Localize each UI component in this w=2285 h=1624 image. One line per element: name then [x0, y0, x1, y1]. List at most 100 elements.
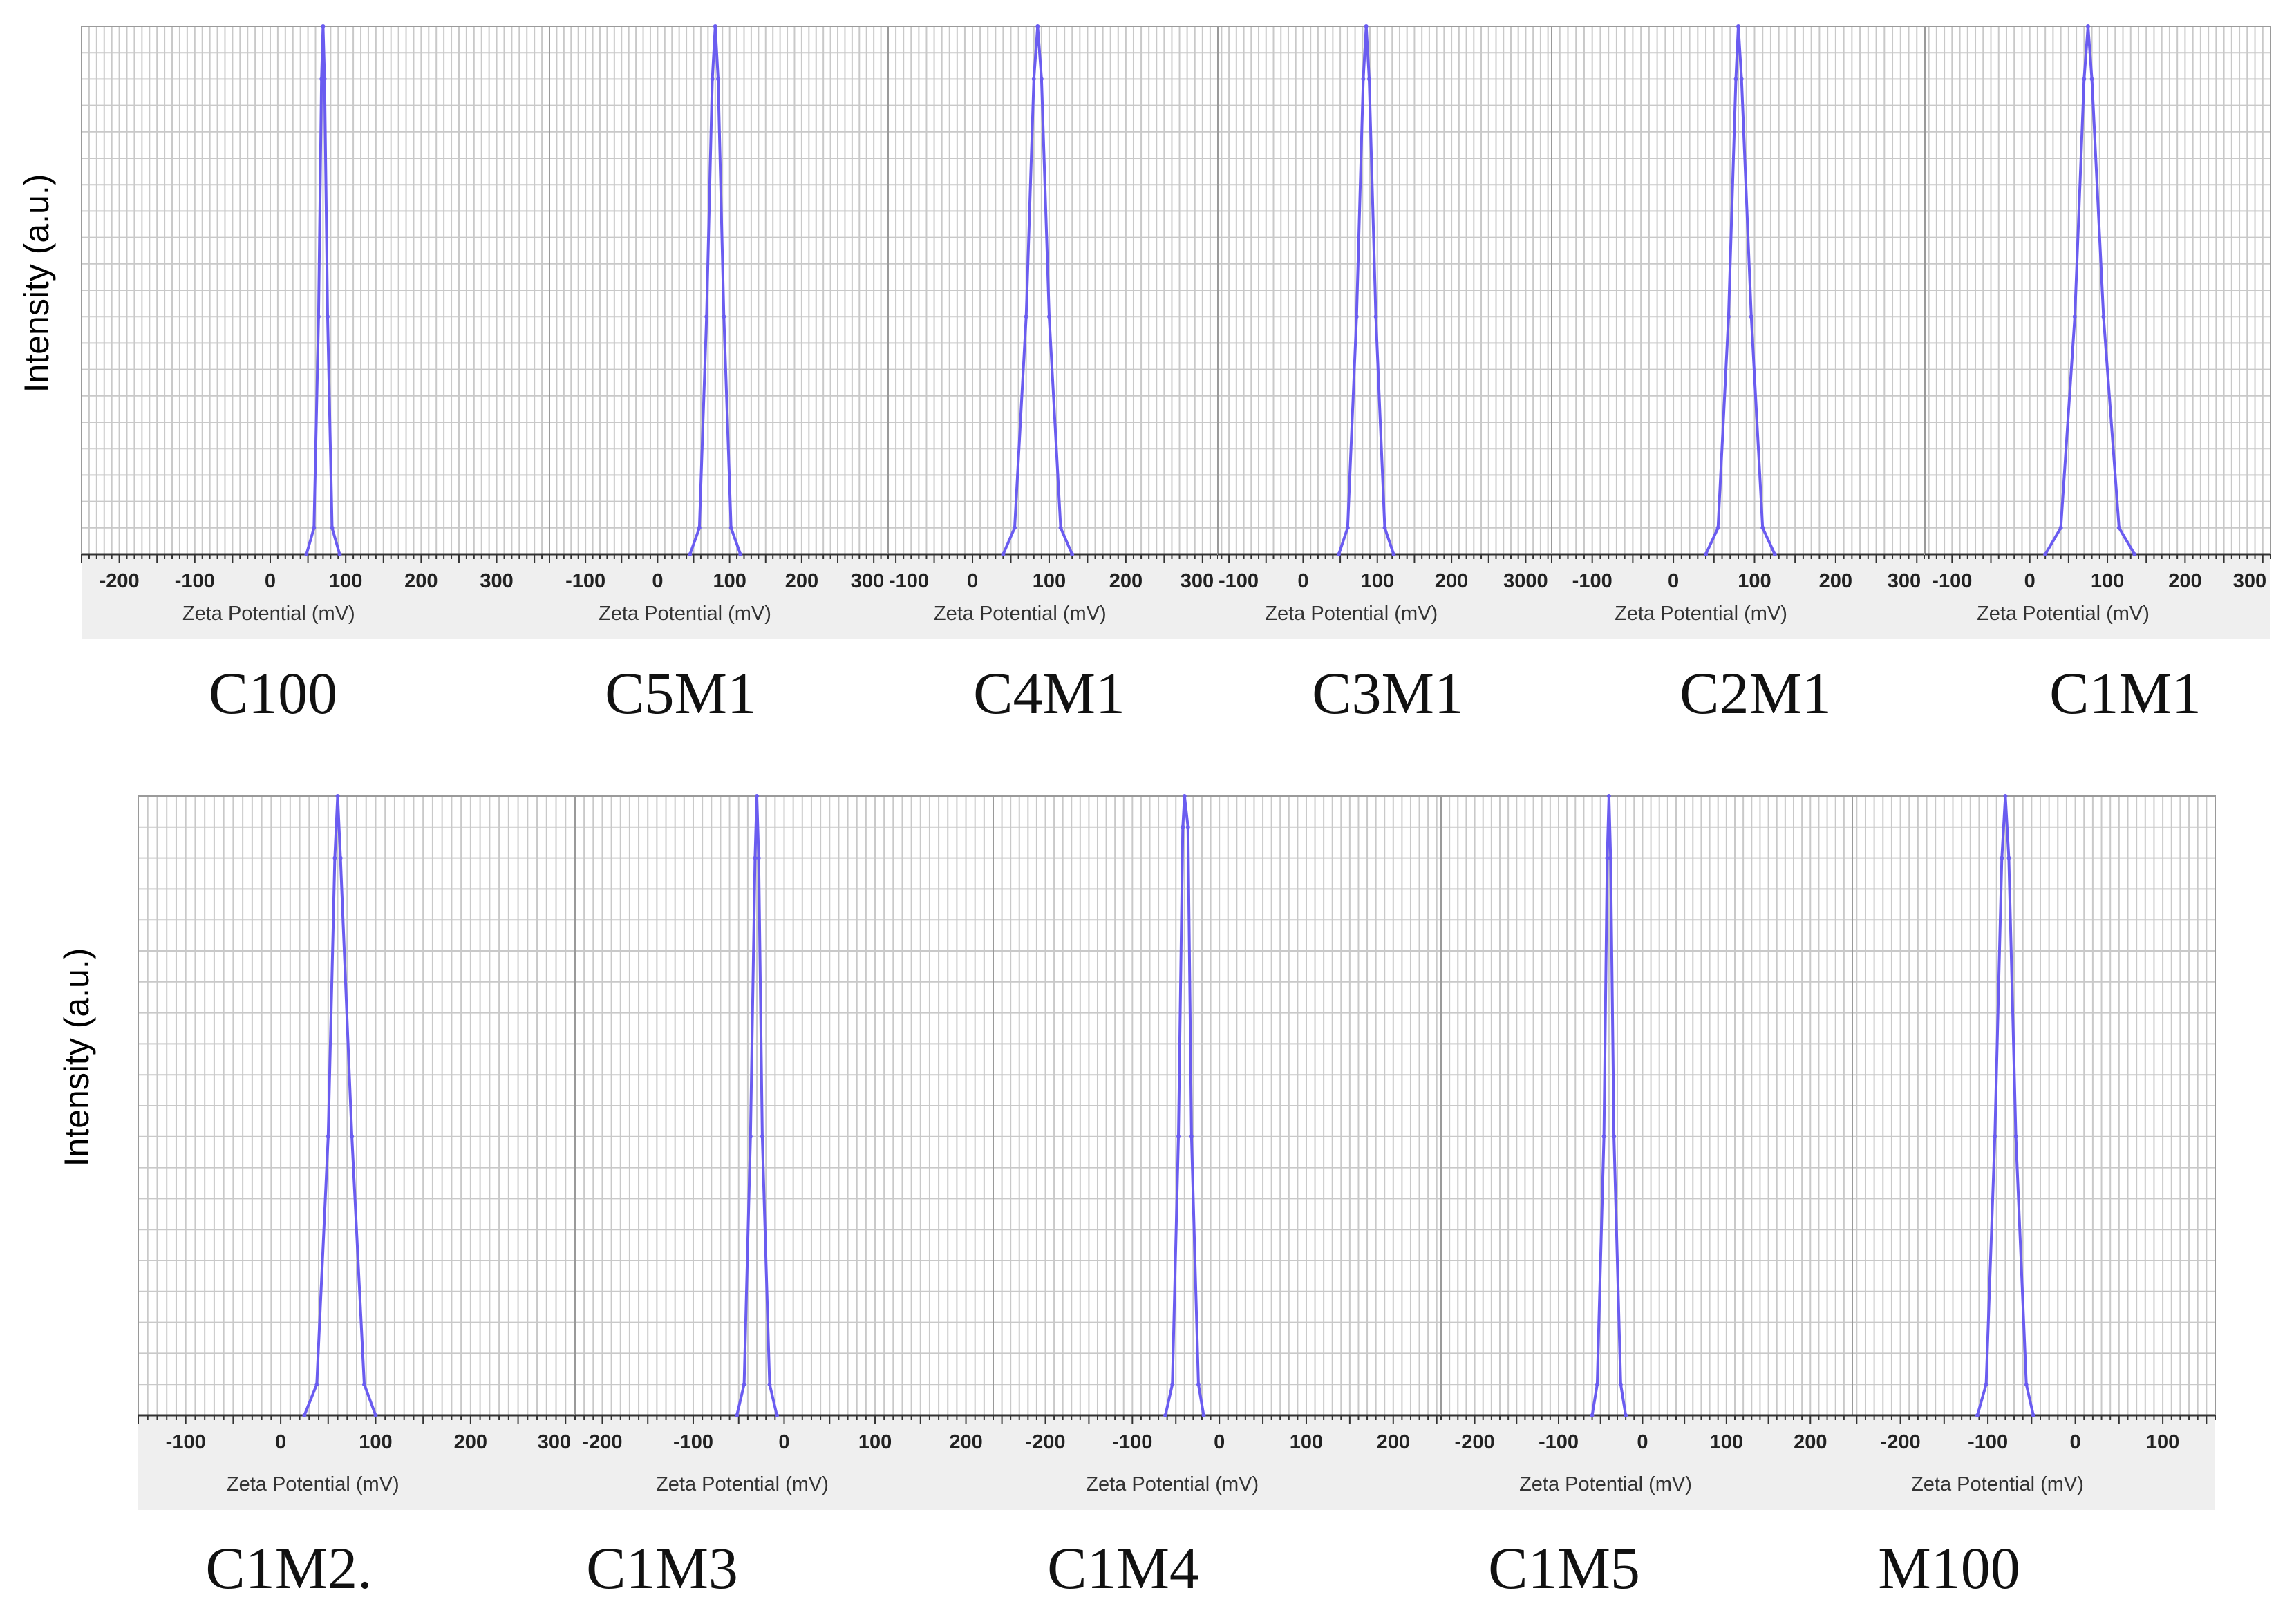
data-point [338, 856, 343, 860]
sample-label: C100 [209, 660, 337, 726]
horizontal-gridlines [1925, 26, 2270, 555]
x-tick-label: 300 [2233, 570, 2266, 592]
x-ticks [574, 1415, 994, 1424]
data-point [2043, 552, 2048, 556]
x-tick-label: 100 [1290, 1431, 1323, 1453]
chart-panel: -200 -100 0 100 Zeta Potential (mV) M100 [1852, 794, 2216, 1601]
data-point [314, 1382, 319, 1387]
sample-label: C1M4 [1047, 1535, 1199, 1601]
x-tick-labels: -200 -100 0 100 [1881, 1431, 2180, 1453]
x-tick-labels: -200 -100 0 100 200 [582, 1431, 982, 1453]
x-tick-label: 300 [1181, 570, 1214, 592]
x-tick-label: 300 [851, 570, 884, 592]
x-tick-label: 200 [785, 570, 818, 592]
x-tick-labels: -100 0 100 200 300 [166, 1431, 572, 1453]
data-points [2043, 24, 2137, 556]
axis-band [82, 554, 549, 639]
x-tick-label: -200 [582, 1431, 622, 1453]
data-point [722, 314, 726, 319]
x-tick-label: -100 [1968, 1431, 2008, 1453]
horizontal-gridlines [1852, 795, 2215, 1416]
data-point [1201, 1413, 1206, 1417]
x-tick-labels: -100 0 100 200 300 [565, 570, 884, 592]
data-point [1366, 77, 1371, 82]
axis-band [1925, 554, 2270, 639]
data-point [304, 552, 309, 556]
data-points [1704, 24, 1777, 556]
data-point [337, 552, 342, 556]
data-point [688, 552, 693, 556]
x-tick-label: -200 [1025, 1431, 1065, 1453]
x-tick-labels: -100 0 100 200 3000 [1219, 570, 1548, 592]
data-point [1031, 77, 1036, 82]
data-point [1391, 552, 1396, 556]
chart-panel: -200 -100 0 100 200 Zeta Potential (mV) C1M4 [993, 794, 1442, 1601]
axis-band [549, 554, 888, 639]
x-tick-label: 100 [2146, 1431, 2179, 1453]
x-tick-label: -200 [1455, 1431, 1495, 1453]
data-point [774, 1413, 779, 1417]
x-tick-label: 300 [1888, 570, 1921, 592]
x-ticks [1440, 1415, 1853, 1424]
data-point [1039, 77, 1044, 82]
data-point [728, 525, 733, 530]
x-tick-label: 200 [949, 1431, 982, 1453]
x-tick-label: 300 [538, 1431, 571, 1453]
data-point [1618, 1382, 1623, 1387]
data-point [748, 1134, 753, 1139]
data-point [756, 856, 761, 860]
x-tick-label: 0 [967, 570, 978, 592]
data-point [1189, 1134, 1194, 1139]
data-point [1624, 1413, 1628, 1417]
horizontal-gridlines [993, 795, 1441, 1416]
data-point [316, 314, 321, 319]
data-point [2000, 856, 2004, 860]
data-point [1181, 824, 1185, 829]
data-point [1726, 314, 1731, 319]
data-point [1024, 314, 1028, 319]
x-tick-label: 100 [1033, 570, 1066, 592]
axis-band [993, 1415, 1441, 1510]
sample-label: C1M2. [205, 1535, 372, 1601]
x-tick-label: 100 [713, 570, 746, 592]
data-point [2085, 24, 2090, 28]
data-point [361, 1382, 366, 1387]
data-point [319, 77, 324, 82]
x-ticks [993, 1415, 1438, 1424]
x-tick-labels: -100 0 100 200 300 [1572, 570, 1921, 592]
data-points [1975, 794, 2035, 1417]
data-point [1163, 1413, 1168, 1417]
sample-label: C2M1 [1680, 660, 1832, 726]
data-point [302, 1413, 307, 1417]
x-tick-label: 200 [454, 1431, 487, 1453]
data-point [1058, 525, 1063, 530]
x-tick-label: 200 [1377, 1431, 1410, 1453]
data-point [1984, 1382, 1988, 1387]
data-point [330, 525, 335, 530]
x-axis-title: Zeta Potential (mV) [1086, 1473, 1259, 1495]
data-point [1070, 552, 1075, 556]
horizontal-gridlines [1441, 795, 1852, 1416]
x-axis-title: Zeta Potential (mV) [182, 603, 355, 625]
axis-band [1441, 1415, 1852, 1510]
sample-label: C1M5 [1488, 1535, 1640, 1601]
x-tick-label: 100 [2091, 570, 2124, 592]
horizontal-gridlines [138, 795, 575, 1416]
data-point [755, 794, 760, 798]
data-point [326, 1134, 330, 1139]
axis-band [1218, 554, 1552, 639]
x-tick-label: 0 [1297, 570, 1308, 592]
data-point [1364, 24, 1369, 28]
x-tick-label: 200 [1794, 1431, 1827, 1453]
data-points [1336, 24, 1396, 556]
x-tick-label: -100 [1932, 570, 1972, 592]
data-point [1361, 77, 1366, 82]
data-point [2101, 314, 2106, 319]
x-tick-label: 0 [1637, 1431, 1648, 1453]
data-point [1993, 1134, 1997, 1139]
horizontal-gridlines [888, 26, 1218, 555]
data-point [1345, 525, 1350, 530]
data-point [1704, 552, 1709, 556]
data-point [760, 1134, 764, 1139]
x-tick-label: -100 [1112, 1431, 1152, 1453]
